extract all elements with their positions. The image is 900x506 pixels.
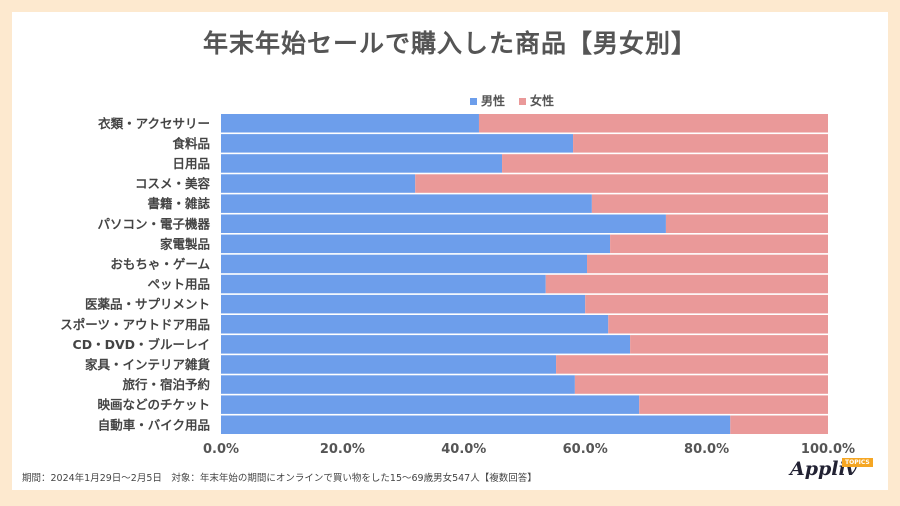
- bar-female: [502, 154, 828, 173]
- bar-female: [665, 214, 828, 233]
- category-label: 家電製品: [160, 236, 210, 251]
- bar-female: [585, 294, 828, 314]
- category-label: 自動車・バイク用品: [98, 417, 210, 432]
- category-label: 書籍・雑誌: [147, 196, 210, 211]
- bar-male: [221, 415, 731, 434]
- x-tick-label: 0.0%: [203, 442, 239, 457]
- bar-female: [608, 315, 828, 334]
- category-label: 映画などのチケット: [97, 397, 210, 412]
- bar-male: [221, 234, 611, 254]
- legend-item-male: 男性: [470, 92, 505, 109]
- topics-badge: TOPICS: [842, 458, 873, 467]
- category-label: おもちゃ・ゲーム: [110, 256, 210, 271]
- bar-female: [573, 134, 828, 153]
- bar-male: [221, 254, 588, 274]
- x-tick-label: 60.0%: [563, 442, 608, 457]
- x-tick-label: 100.0%: [801, 442, 855, 457]
- bar-female: [587, 254, 828, 274]
- bar-male: [221, 395, 640, 414]
- legend: 男性 女性: [470, 92, 554, 109]
- bar-female: [591, 194, 828, 213]
- bar-male: [221, 335, 631, 354]
- bar-male: [221, 114, 479, 133]
- bar-male: [221, 294, 586, 314]
- bar-female: [556, 355, 828, 374]
- category-label: CD・DVD・ブルーレイ: [73, 337, 210, 352]
- bar-male: [221, 134, 574, 153]
- bar-male: [221, 194, 592, 213]
- bar-female: [415, 174, 828, 193]
- category-label: 家具・インテリア雑貨: [85, 357, 211, 372]
- bar-male: [221, 214, 666, 233]
- category-label: ペット用品: [147, 277, 210, 292]
- category-label: 食料品: [171, 136, 210, 151]
- bar-male: [221, 355, 557, 374]
- x-tick-label: 20.0%: [320, 442, 365, 457]
- category-label: 医薬品・サプリメント: [85, 297, 210, 312]
- bar-female: [574, 375, 828, 394]
- bar-female: [630, 335, 828, 354]
- bar-female: [610, 234, 828, 254]
- bar-female: [730, 415, 828, 434]
- appliv-logo: Appliv: [790, 458, 857, 480]
- bar-male: [221, 274, 546, 294]
- bar-female: [545, 274, 828, 294]
- category-label: パソコン・電子機器: [97, 216, 210, 231]
- category-label: 旅行・宿泊予約: [121, 377, 210, 392]
- category-label: スポーツ・アウトドア用品: [60, 317, 210, 332]
- legend-item-female: 女性: [519, 92, 554, 109]
- bar-female: [478, 114, 828, 133]
- bar-male: [221, 375, 575, 394]
- category-label: 日用品: [172, 156, 210, 171]
- bar-female: [639, 395, 828, 414]
- x-tick-label: 40.0%: [441, 442, 486, 457]
- category-label: コスメ・美容: [135, 176, 211, 191]
- category-label: 衣類・アクセサリー: [98, 116, 210, 131]
- x-tick-label: 80.0%: [684, 442, 729, 457]
- chart-title: 年末年始セールで購入した商品【男女別】: [202, 29, 697, 58]
- bar-male: [221, 174, 416, 193]
- bar-male: [221, 315, 609, 334]
- bar-male: [221, 154, 503, 173]
- footer-note: 期間：2024年1月29日～2月5日 対象：年末年始の期間にオンラインで買い物を…: [22, 473, 537, 484]
